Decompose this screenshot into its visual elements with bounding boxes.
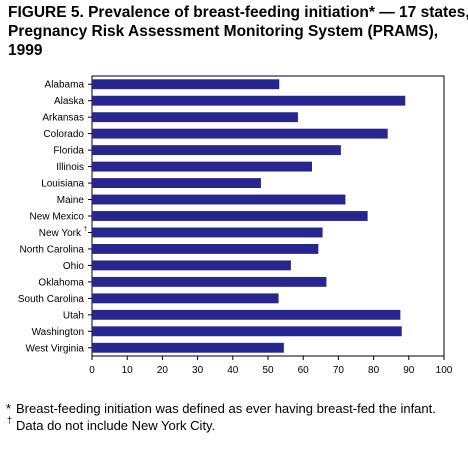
bar-illinois [92,161,312,172]
bar-north-carolina [92,244,319,254]
footnotes: * Breast-feeding initiation was defined … [6,400,462,434]
y-tick-label: Arkansas [42,113,84,124]
bar-louisiana [92,178,261,188]
bar-alabama [92,79,280,90]
bar-new-york [92,227,323,238]
x-tick-label: 0 [89,365,95,376]
y-tick-label: Alabama [45,80,85,91]
bar-ohio [92,260,291,271]
figure-title-line-3: 1999 [8,42,43,59]
y-tick-label: Colorado [43,129,84,140]
x-tick-label: 90 [403,365,415,376]
y-tick-label: West Virginia [25,343,84,354]
y-tick-label: Washington [32,327,84,338]
x-tick-label: 60 [298,365,310,376]
footnote-symbol-asterisk: * [6,401,12,416]
x-tick-label: 10 [122,365,134,376]
bar-colorado [92,128,388,139]
figure-title-line-1: FIGURE 5. Prevalence of breast-feeding i… [8,4,468,21]
y-tick-footnote-mark: † [84,226,87,232]
bar-florida [92,145,341,156]
bar-new-mexico [92,211,368,221]
y-tick-label: Alaska [54,96,84,107]
y-tick-label: Ohio [63,261,85,272]
x-tick-label: 70 [333,365,345,376]
x-tick-label: 40 [227,365,239,376]
bar-west-virginia [92,342,284,353]
footnote-definition: * Breast-feeding initiation was defined … [6,400,462,417]
y-tick-label: Utah [63,310,84,321]
bar-chart: Alabama Alaska Arkansas Colorado Florida Illi… [18,75,453,376]
y-tick-label: North Carolina [20,244,85,255]
footnote-symbol-dagger: † [7,415,13,425]
bar-arkansas [92,112,298,123]
figure-title: FIGURE 5. Prevalence of breast-feeding i… [8,3,468,60]
footnote-text: Breast-feeding initiation was defined as… [16,401,436,416]
x-tick-label: 100 [436,365,453,376]
y-tick-label: Louisiana [41,179,84,190]
bar-alaska [92,95,406,106]
bar-utah [92,309,401,320]
y-tick-label: Maine [57,195,85,206]
x-tick-label: 80 [368,365,380,376]
y-tick-label: Florida [53,146,84,157]
y-tick-label: South Carolina [18,294,85,305]
bar-washington [92,326,402,337]
footnote-new-york: † Data do not include New York City. [6,415,462,434]
bar-maine [92,194,346,205]
footnote-text: Data do not include New York City. [16,418,216,433]
y-tick-label: Oklahoma [38,277,84,288]
x-tick-label: 30 [192,365,204,376]
x-tick-label: 50 [262,365,274,376]
y-tick-label: New Mexico [30,212,85,223]
bar-south-carolina [92,293,279,304]
y-tick-label: New York [39,228,82,239]
bar-oklahoma [92,276,327,287]
y-tick-label: Illinois [56,162,84,173]
x-tick-label: 20 [157,365,169,376]
figure-title-line-2: Pregnancy Risk Assessment Monitoring Sys… [8,23,439,40]
